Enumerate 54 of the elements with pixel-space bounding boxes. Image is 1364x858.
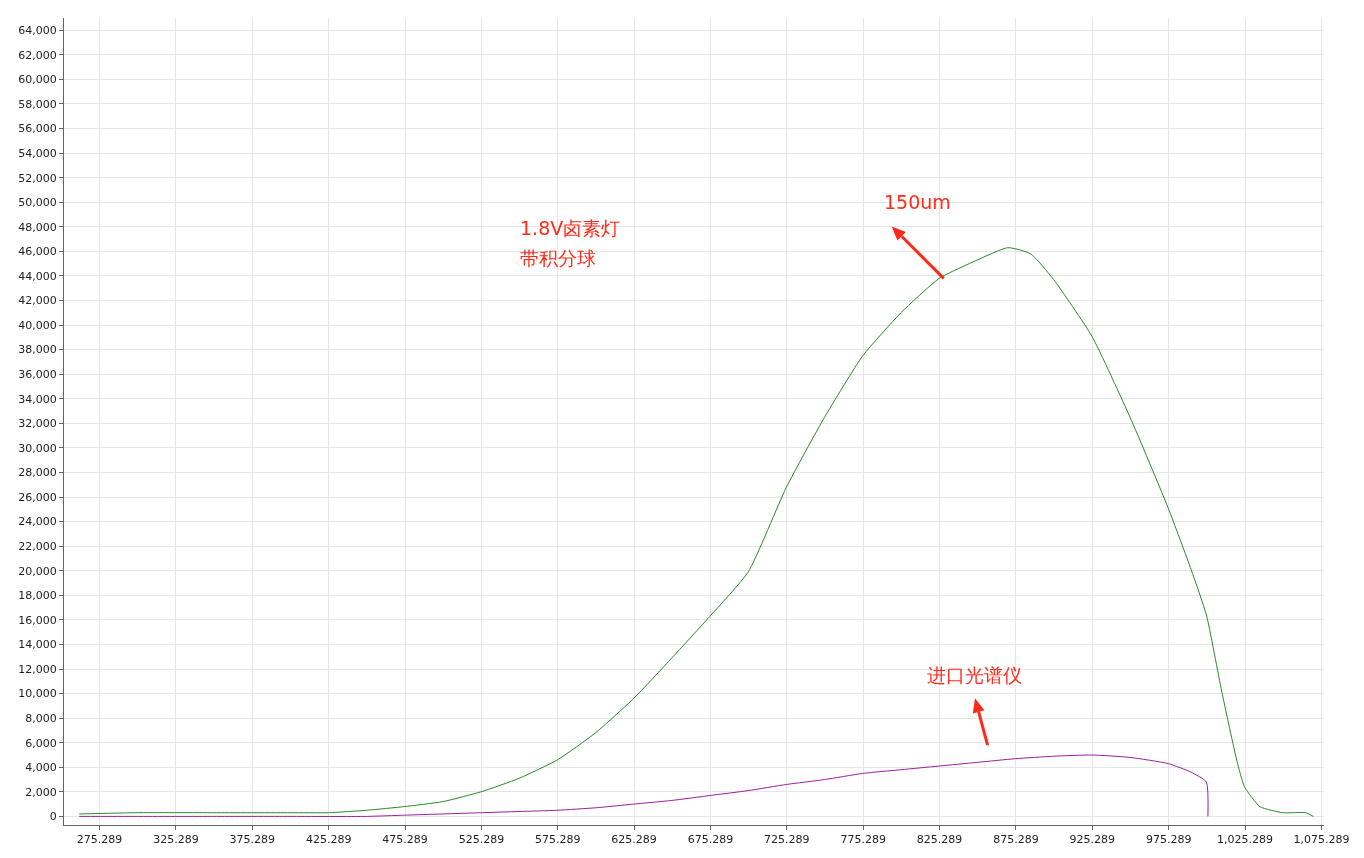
x-tick-label: 925.289 [1069,833,1116,847]
y-tick-label: 6,000 [25,736,57,750]
y-tick-label: 64,000 [18,24,57,38]
y-tick-label: 34,000 [18,392,57,406]
y-tick-label: 20,000 [18,564,57,578]
y-tick-label: 8,000 [25,711,57,725]
y-tick-label: 36,000 [18,368,57,382]
y-tick-label: 50,000 [18,196,57,210]
y-tick-label: 54,000 [18,146,57,160]
x-tick-label: 1,025.289 [1217,833,1274,847]
annotation: 1.8V卤素灯 [520,217,621,239]
y-tick-label: 40,000 [18,318,57,332]
x-tick-label: 575.289 [535,833,581,847]
x-tick-label: 725.289 [764,833,810,847]
y-tick-label: 12,000 [18,662,57,676]
x-tick-label: 675.289 [687,833,734,847]
y-tick-label: 44,000 [18,269,57,283]
y-tick-label: 52,000 [18,171,57,185]
x-tick-label: 775.289 [840,833,886,847]
y-tick-label: 24,000 [18,515,57,529]
x-tick-label: 975.289 [1145,833,1192,847]
x-tick-label: 475.289 [382,833,428,847]
y-tick-label: 14,000 [18,638,57,652]
y-tick-label: 46,000 [18,245,57,259]
y-tick-label: 60,000 [18,73,57,87]
y-tick-label: 28,000 [18,466,57,480]
annotation: 进口光谱仪 [927,664,1022,686]
annotation: 150um [884,191,951,213]
y-tick-label: 2,000 [25,785,57,799]
y-tick-label: 4,000 [25,761,57,775]
y-tick-label: 48,000 [18,220,57,234]
y-tick-label: 38,000 [18,343,57,357]
y-tick-label: 10,000 [18,687,57,701]
y-tick-label: 26,000 [18,490,57,504]
y-tick-label: 42,000 [18,294,57,308]
y-tick-label: 16,000 [18,613,57,627]
y-tick-label: 18,000 [18,589,57,603]
y-tick-label: 62,000 [18,48,57,62]
x-tick-label: 275.289 [76,833,123,847]
x-tick-label: 525.289 [458,833,505,847]
y-tick-label: 58,000 [18,97,57,111]
x-tick-label: 625.289 [611,833,657,847]
x-tick-label: 825.289 [916,833,963,847]
y-tick-label: 22,000 [18,540,57,554]
y-tick-label: 56,000 [18,122,57,136]
x-tick-label: 875.289 [993,833,1039,847]
x-tick-label: 375.289 [229,833,276,847]
y-tick-label: 0 [49,810,57,824]
y-tick-label: 30,000 [18,441,57,455]
annotation: 带积分球 [520,247,596,269]
x-tick-label: 325.289 [153,833,199,847]
y-tick-label: 32,000 [18,417,57,431]
x-tick-label: 1,075.289 [1293,833,1350,847]
x-tick-label: 425.289 [305,833,352,847]
